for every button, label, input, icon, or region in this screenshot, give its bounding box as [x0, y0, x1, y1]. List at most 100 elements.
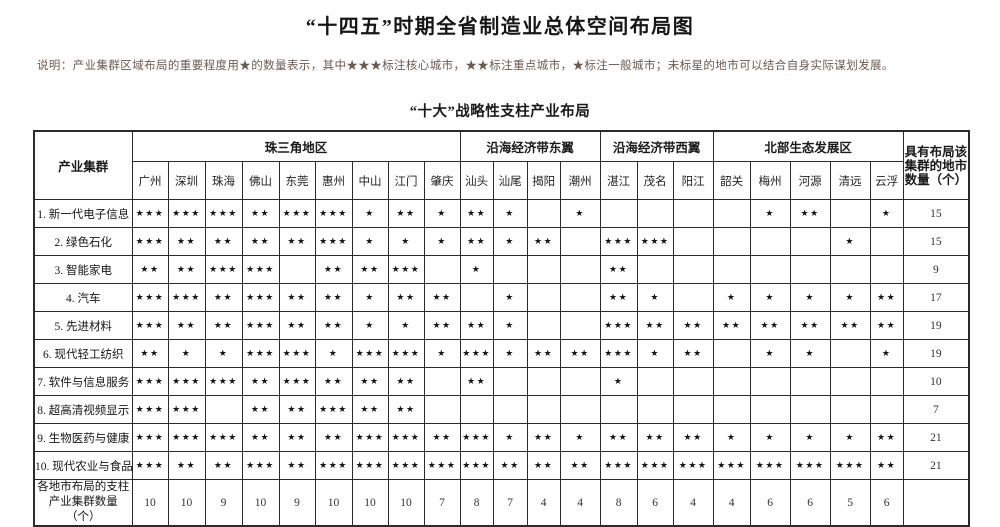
- star-cell: [672, 367, 714, 396]
- star-cell: ★: [387, 227, 425, 256]
- star-cell: ★★: [314, 311, 353, 340]
- industry-row: 8. 超高清视频显示 ★★★ ★★★ ★★ ★★ ★★★ ★★ ★★ 7: [33, 395, 970, 424]
- star-cell: ★★: [526, 339, 561, 368]
- industry-row-label: 4. 汽车: [33, 283, 133, 312]
- star-cell: [712, 339, 751, 368]
- city-header: 河源: [789, 161, 831, 200]
- star-cell: [749, 255, 791, 284]
- industry-count-cell: 10: [387, 479, 425, 527]
- star-cell: ★★★: [204, 199, 243, 228]
- industry-count-cell: 8: [599, 479, 638, 527]
- star-cell: ★★: [559, 451, 601, 480]
- star-cell: [636, 395, 674, 424]
- star-cell: ★★★: [423, 451, 461, 480]
- industry-row-label: 1. 新一代电子信息: [33, 199, 133, 228]
- industry-row: 2. 绿色石化 ★★★ ★★ ★★ ★★ ★★ ★★★ ★ ★ ★ ★★ ★ ★★ ★★★ ★★★ ★ 15: [33, 227, 970, 256]
- star-cell: [712, 227, 751, 256]
- star-cell: ★★: [423, 283, 461, 312]
- industry-count-cell: 10: [131, 479, 169, 527]
- star-cell: ★★: [278, 451, 316, 480]
- star-cell: [636, 255, 674, 284]
- star-cell: ★★★: [131, 227, 169, 256]
- city-count-cell: 17: [902, 283, 970, 312]
- star-cell: ★★: [829, 311, 871, 340]
- star-cell: ★★★: [636, 451, 674, 480]
- star-cell: [789, 227, 831, 256]
- star-cell: ★★: [526, 227, 561, 256]
- industry-count-cell: 6: [749, 479, 791, 527]
- star-cell: ★★: [526, 423, 561, 452]
- star-cell: ★★: [387, 199, 425, 228]
- star-cell: ★★: [459, 227, 494, 256]
- star-cell: [712, 395, 751, 424]
- city-header: 湛江: [599, 161, 638, 200]
- table-body: 1. 新一代电子信息 ★★★ ★★★ ★★★ ★★ ★★★ ★★★ ★ ★★ ★ ★★ ★ ★ ★ ★★ ★ 1…: [33, 199, 970, 527]
- star-cell: ★★★: [241, 339, 280, 368]
- star-cell: ★★: [351, 255, 389, 284]
- star-cell: [492, 255, 528, 284]
- star-cell: ★★★: [204, 423, 243, 452]
- star-cell: [278, 255, 316, 284]
- star-cell: ★★★: [749, 451, 791, 480]
- star-cell: ★★★: [712, 451, 751, 480]
- city-count-header: 具有布局该集群的地市数量（个）: [902, 130, 970, 200]
- star-cell: ★: [829, 283, 871, 312]
- star-cell: ★: [351, 199, 389, 228]
- star-cell: [526, 255, 561, 284]
- star-cell: [423, 367, 461, 396]
- star-cell: ★★: [559, 339, 601, 368]
- star-cell: ★: [351, 227, 389, 256]
- star-cell: ★★★: [636, 227, 674, 256]
- star-cell: ★★★: [351, 339, 389, 368]
- region-group-header: 沿海经济带西翼: [599, 130, 714, 162]
- star-cell: ★★★: [204, 367, 243, 396]
- city-header: 韶关: [712, 161, 751, 200]
- city-header: 惠州: [314, 161, 353, 200]
- star-cell: ★★: [526, 451, 561, 480]
- star-cell: [672, 227, 714, 256]
- star-cell: ★★: [351, 395, 389, 424]
- star-cell: [526, 199, 561, 228]
- star-cell: ★★★: [278, 367, 316, 396]
- star-cell: ★★: [387, 367, 425, 396]
- star-cell: [712, 367, 751, 396]
- star-cell: ★★: [599, 423, 638, 452]
- industry-count-cell: 10: [314, 479, 353, 527]
- star-cell: ★★: [789, 199, 831, 228]
- star-cell: ★★: [712, 311, 751, 340]
- industry-count-cell: 4: [526, 479, 561, 527]
- star-cell: ★★: [314, 367, 353, 396]
- star-cell: [749, 227, 791, 256]
- industry-row-label: 5. 先进材料: [33, 311, 133, 340]
- star-cell: ★★: [278, 311, 316, 340]
- star-cell: ★★★: [459, 339, 494, 368]
- industry-count-cell: 9: [204, 479, 243, 527]
- industry-count-cell: 10: [167, 479, 206, 527]
- star-cell: [636, 199, 674, 228]
- city-header: 广州: [131, 161, 169, 200]
- city-header: 清远: [829, 161, 871, 200]
- industry-row-label: 6. 现代轻工纺织: [33, 339, 133, 368]
- star-cell: ★★: [167, 311, 206, 340]
- city-header: 揭阳: [526, 161, 561, 200]
- star-cell: ★★★: [829, 451, 871, 480]
- star-cell: ★★: [672, 339, 714, 368]
- star-cell: ★: [749, 283, 791, 312]
- star-cell: ★: [492, 311, 528, 340]
- star-cell: ★★★: [387, 255, 425, 284]
- industry-cluster-header: 产业集群: [33, 130, 133, 200]
- star-cell: ★: [351, 311, 389, 340]
- city-header-row: 广州 深圳 珠海 佛山 东莞 惠州 中山 江门 肇庆 汕头 汕尾 揭阳 潮州 湛江 茂名 阳江 韶关 梅州 河源 清远…: [34, 161, 969, 200]
- star-cell: ★★★: [131, 423, 169, 452]
- star-cell: ★★★: [131, 311, 169, 340]
- region-group-header: 珠三角地区: [131, 130, 461, 162]
- star-cell: ★★★: [167, 199, 206, 228]
- star-cell: ★★: [241, 423, 280, 452]
- star-cell: ★★: [869, 451, 904, 480]
- city-header: 珠海: [204, 161, 243, 200]
- star-cell: ★★: [167, 227, 206, 256]
- star-cell: [672, 199, 714, 228]
- star-cell: ★★★: [789, 451, 831, 480]
- city-count-cell: 15: [902, 227, 970, 256]
